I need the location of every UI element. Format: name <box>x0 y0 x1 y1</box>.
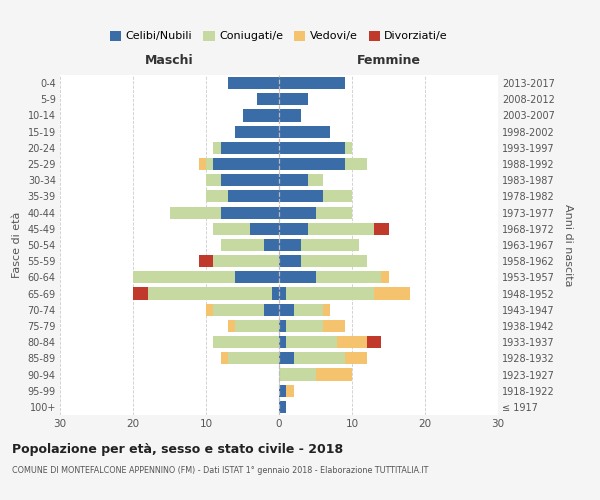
Bar <box>213 304 265 316</box>
Text: COMUNE DI MONTEFALCONE APPENNINO (FM) - Dati ISTAT 1° gennaio 2018 - Elaborazion: COMUNE DI MONTEFALCONE APPENNINO (FM) - … <box>12 466 428 475</box>
Bar <box>286 336 337 348</box>
Bar <box>206 304 214 316</box>
Bar <box>279 174 308 186</box>
Bar <box>228 352 279 364</box>
Bar <box>214 255 279 268</box>
Bar <box>228 190 279 202</box>
Bar <box>214 336 279 348</box>
Text: Popolazione per età, sesso e stato civile - 2018: Popolazione per età, sesso e stato civil… <box>12 442 343 456</box>
Bar <box>279 368 316 380</box>
Bar <box>323 320 344 332</box>
Bar <box>279 272 316 283</box>
Bar <box>279 239 301 251</box>
Bar <box>214 158 279 170</box>
Bar <box>133 288 148 300</box>
Bar <box>293 304 323 316</box>
Bar <box>286 288 374 300</box>
Bar <box>257 93 279 106</box>
Bar <box>301 255 367 268</box>
Bar <box>301 239 359 251</box>
Bar <box>206 174 221 186</box>
Bar <box>316 272 381 283</box>
Y-axis label: Fasce di età: Fasce di età <box>12 212 22 278</box>
Bar <box>279 206 316 218</box>
Bar <box>279 93 308 106</box>
Bar <box>286 320 323 332</box>
Bar <box>279 110 301 122</box>
Bar <box>374 288 410 300</box>
Bar <box>279 222 308 235</box>
Bar <box>221 352 228 364</box>
Bar <box>221 142 279 154</box>
Bar <box>214 222 250 235</box>
Bar <box>279 401 286 413</box>
Text: Femmine: Femmine <box>356 54 421 68</box>
Bar <box>308 174 323 186</box>
Bar <box>228 77 279 89</box>
Bar <box>279 352 293 364</box>
Bar <box>279 384 286 397</box>
Bar <box>344 158 367 170</box>
Bar <box>344 352 367 364</box>
Bar <box>374 222 389 235</box>
Bar <box>148 288 272 300</box>
Bar <box>279 158 344 170</box>
Bar <box>235 320 279 332</box>
Bar <box>279 320 286 332</box>
Bar <box>250 222 279 235</box>
Bar <box>221 239 265 251</box>
Bar <box>199 158 206 170</box>
Bar <box>279 336 286 348</box>
Bar <box>381 272 389 283</box>
Bar <box>316 206 352 218</box>
Bar <box>293 352 345 364</box>
Bar <box>228 320 235 332</box>
Bar <box>323 190 352 202</box>
Bar <box>133 272 235 283</box>
Bar <box>265 304 279 316</box>
Bar <box>214 142 221 154</box>
Bar <box>199 255 214 268</box>
Bar <box>265 239 279 251</box>
Bar <box>272 288 279 300</box>
Bar <box>367 336 381 348</box>
Bar <box>279 126 330 138</box>
Bar <box>308 222 374 235</box>
Bar <box>235 126 279 138</box>
Bar <box>279 190 323 202</box>
Bar <box>279 288 286 300</box>
Bar <box>206 158 214 170</box>
Bar <box>279 77 344 89</box>
Bar <box>221 174 279 186</box>
Bar <box>323 304 330 316</box>
Y-axis label: Anni di nascita: Anni di nascita <box>563 204 574 286</box>
Bar <box>279 255 301 268</box>
Bar <box>279 142 344 154</box>
Text: Maschi: Maschi <box>145 54 194 68</box>
Bar <box>242 110 279 122</box>
Bar <box>286 384 293 397</box>
Bar <box>170 206 221 218</box>
Bar <box>279 304 293 316</box>
Bar <box>235 272 279 283</box>
Bar <box>221 206 279 218</box>
Bar <box>344 142 352 154</box>
Bar <box>337 336 367 348</box>
Bar <box>206 190 228 202</box>
Bar <box>316 368 352 380</box>
Legend: Celibi/Nubili, Coniugati/e, Vedovi/e, Divorziati/e: Celibi/Nubili, Coniugati/e, Vedovi/e, Di… <box>106 26 452 46</box>
